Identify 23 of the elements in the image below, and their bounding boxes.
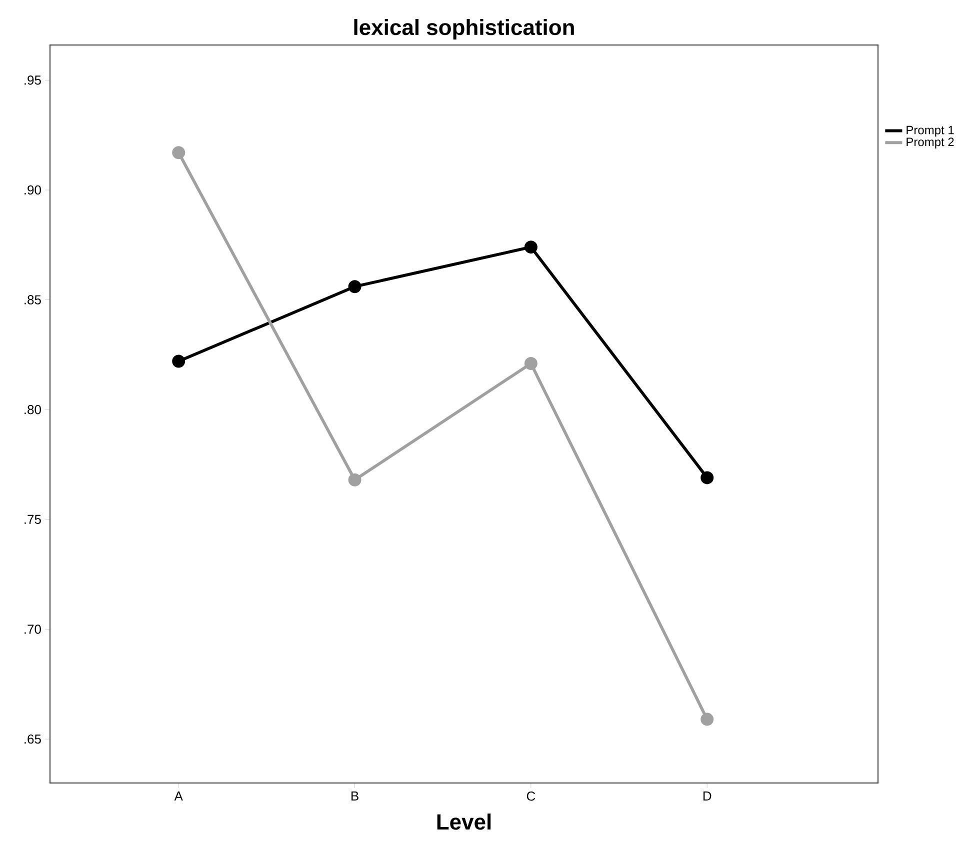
y-tick-label: .75 (24, 514, 41, 524)
point (700, 712, 714, 726)
legend-label: Prompt 1 (906, 126, 954, 137)
y-tick-label: .85 (24, 295, 41, 304)
point (524, 356, 538, 370)
x-tick-label: C (526, 792, 536, 801)
legend-label: Prompt 2 (906, 138, 954, 149)
y-tick-label: .65 (24, 734, 41, 744)
y-tick-label: .80 (24, 405, 41, 414)
x-tick-label: D (703, 792, 712, 800)
x-axis-title: Level (437, 814, 491, 830)
y-tick-label: .90 (24, 185, 41, 195)
point (348, 473, 362, 486)
y-tick-label: .70 (24, 624, 41, 634)
chart-title: lexical sophistication (354, 18, 574, 40)
x-tick-label: B (352, 792, 358, 800)
y-tick-label: .95 (24, 76, 41, 85)
x-tick-label: A (174, 792, 183, 800)
point (172, 146, 186, 160)
point (348, 280, 362, 294)
point (172, 354, 186, 368)
point (524, 240, 538, 254)
point (700, 471, 714, 484)
